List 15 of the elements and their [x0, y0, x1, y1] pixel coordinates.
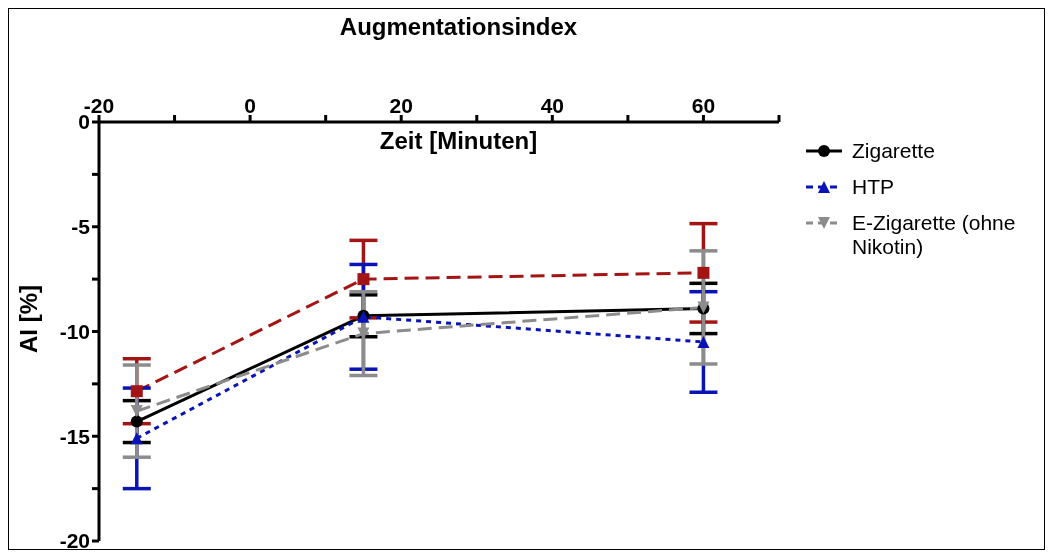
legend-label: E-Zigarette (ohne Nikotin) [852, 211, 1017, 259]
y-tick-label: -20 [59, 529, 90, 553]
y-tick-label: -15 [59, 424, 91, 448]
chart-title: Augmentationsindex [338, 13, 579, 41]
x-axis-title: Zeit [Minuten] [378, 127, 539, 155]
x-tick-label: 0 [244, 94, 256, 117]
legend-label: Zigarette [852, 139, 936, 163]
x-tick-label: 60 [691, 94, 716, 117]
y-tick-label: 0 [78, 110, 90, 134]
x-tick-label: 20 [389, 94, 413, 117]
y-axis-title: AI [%] [15, 285, 43, 353]
y-tick-label: -5 [71, 215, 91, 239]
legend-label: HTP [852, 175, 895, 199]
y-tick-label: -10 [59, 319, 90, 343]
x-tick-label: 40 [540, 94, 565, 117]
